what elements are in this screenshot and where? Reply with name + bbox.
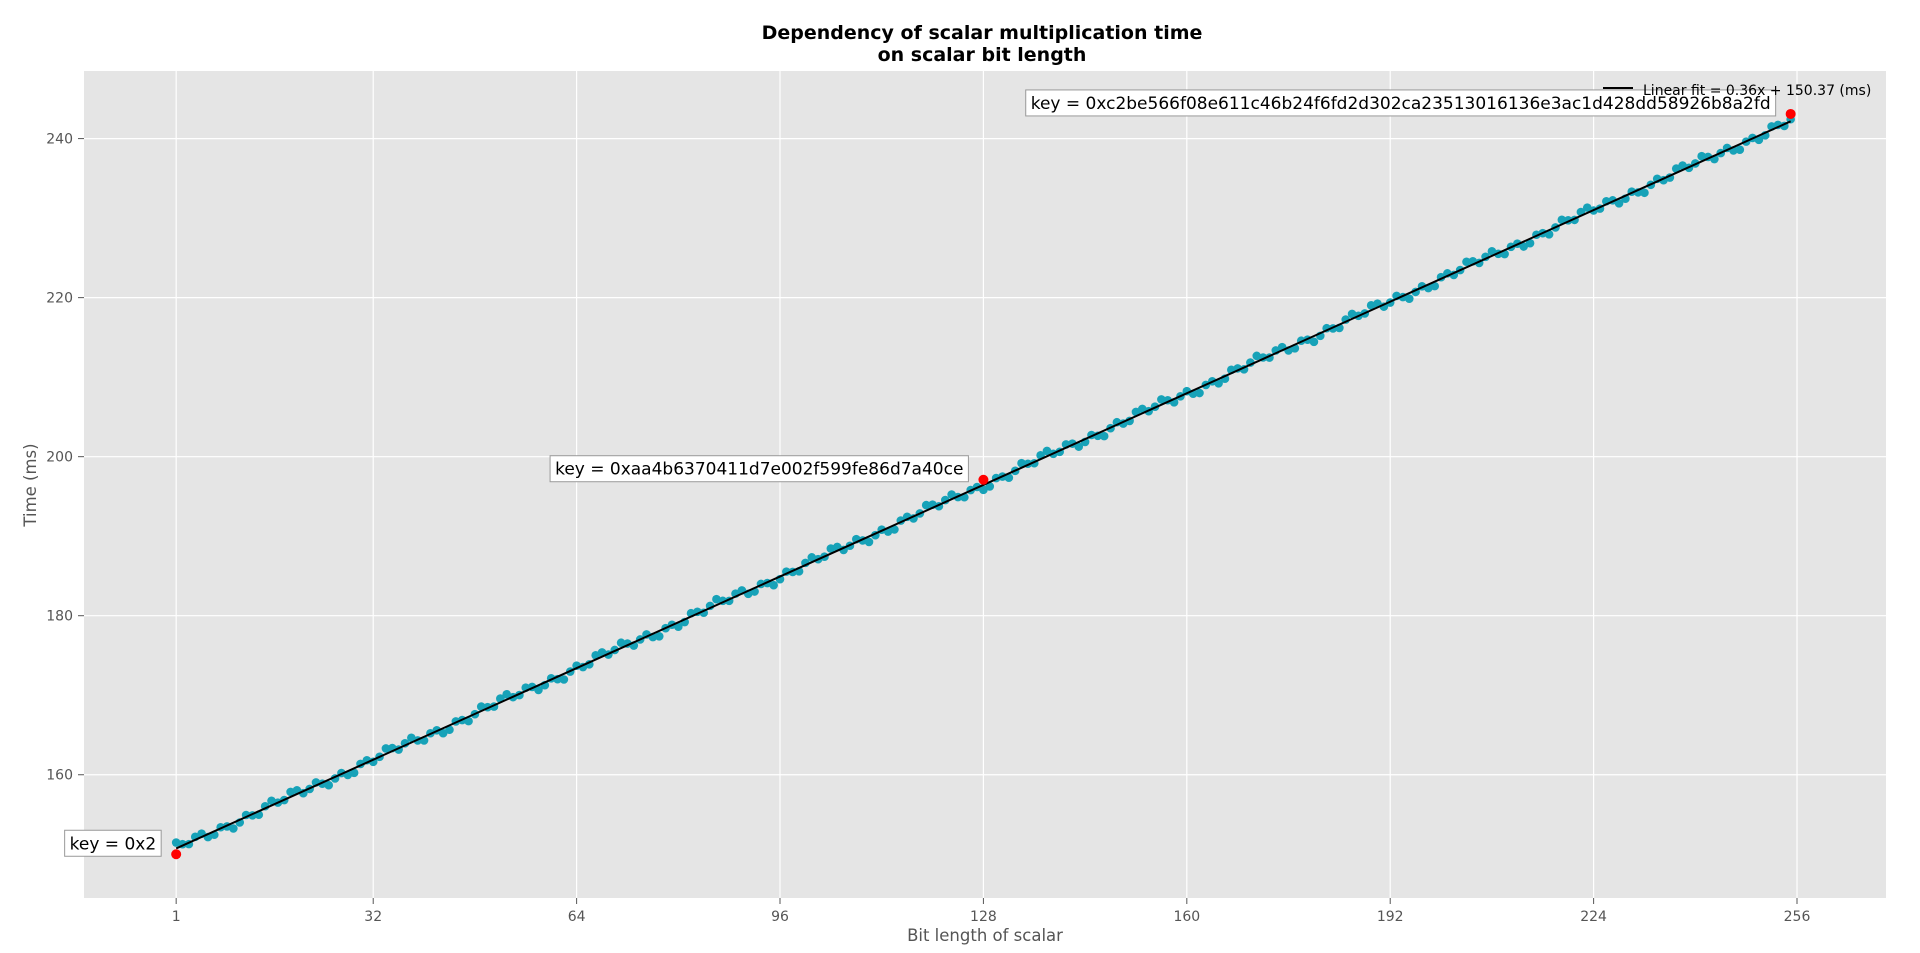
scatter-point xyxy=(1157,395,1166,404)
scatter-point xyxy=(349,768,359,778)
y-tick-label: 180 xyxy=(46,609,73,625)
scatter-point xyxy=(1697,151,1706,161)
fit-line xyxy=(175,120,1792,850)
scatter-point xyxy=(1557,215,1567,225)
x-tick-label: 160 xyxy=(1173,909,1200,925)
x-tick-label: 32 xyxy=(364,909,382,925)
scatter-point xyxy=(890,525,899,534)
annotation-frame xyxy=(1025,89,1777,117)
y-tick-label: 160 xyxy=(46,768,73,784)
x-tick-label: 1 xyxy=(172,909,181,925)
chart-title-line-2: on scalar bit length xyxy=(878,44,1087,66)
highlighted-points xyxy=(171,108,1796,860)
scatter-point xyxy=(1017,458,1026,468)
x-axis-label: Bit length of scalar xyxy=(907,926,1063,945)
chart-title-line-1: Dependency of scalar multiplication time xyxy=(762,22,1203,44)
annotation-label: key = 0xaa4b6370411d7e002f599fe86d7a40ce xyxy=(555,460,963,480)
scatter-point xyxy=(921,500,931,510)
scatter-point xyxy=(864,537,874,547)
scatter-point xyxy=(229,824,238,833)
annotation-label: key = 0xc2be566f08e611c46b24f6fd2d302ca2… xyxy=(1031,94,1771,114)
scatter-point xyxy=(1735,145,1745,155)
x-tick-label: 192 xyxy=(1377,909,1404,925)
x-tick-label: 224 xyxy=(1580,909,1607,925)
scatter-point xyxy=(1462,257,1471,267)
x-tick-label: 128 xyxy=(970,909,997,925)
annotation-box: key = 0xc2be566f08e611c46b24f6fd2d302ca2… xyxy=(1025,89,1777,117)
y-tick-label: 240 xyxy=(46,132,73,148)
x-axis-ticks: 1 32 64 96 128 160 192 224 256 xyxy=(172,898,1811,925)
annotation-box: key = 0x2 xyxy=(64,829,162,857)
highlighted-point xyxy=(171,849,182,860)
annotation-frame xyxy=(64,829,162,857)
scatter-point xyxy=(1640,188,1649,198)
scatter-point xyxy=(1614,199,1624,208)
scatter-point xyxy=(674,622,683,632)
scatter-point xyxy=(1214,378,1223,388)
scatter-point xyxy=(1430,281,1440,291)
x-tick-label: 64 xyxy=(568,909,586,925)
scatter-point xyxy=(445,725,454,735)
scatter-point xyxy=(534,685,543,695)
scatter-point xyxy=(381,744,391,753)
scatter-point xyxy=(769,580,778,590)
scatter-point xyxy=(1525,238,1535,248)
scatter-point xyxy=(559,675,569,684)
scatter-point xyxy=(1004,473,1014,482)
scatter-point xyxy=(464,716,473,726)
scatter-point xyxy=(979,485,988,495)
highlighted-point xyxy=(1785,108,1796,119)
y-axis-label: Time (ms) xyxy=(21,443,40,527)
scatter-point xyxy=(476,702,486,711)
scatter-point xyxy=(1519,242,1528,251)
scatter-point xyxy=(1404,294,1414,303)
scatter-point xyxy=(985,482,995,491)
scatter-point xyxy=(616,638,626,648)
scatter-point xyxy=(654,632,664,641)
annotation-box: key = 0xaa4b6370411d7e002f599fe86d7a40ce xyxy=(549,455,969,483)
annotation-label: key = 0x2 xyxy=(70,834,157,854)
scatter-point xyxy=(1074,442,1084,451)
y-tick-label: 220 xyxy=(46,291,73,307)
scatter-point xyxy=(324,780,334,790)
scatter-point xyxy=(1195,388,1204,398)
y-axis-ticks: 160 180 200 220 240 xyxy=(46,132,84,784)
legend: Linear fit = 0.36x + 150.37 (ms) xyxy=(1603,83,1871,99)
legend-fit-label: Linear fit = 0.36x + 150.37 (ms) xyxy=(1643,83,1871,99)
x-tick-label: 96 xyxy=(771,909,789,925)
fit-line-group xyxy=(175,120,1792,850)
y-tick-label: 200 xyxy=(46,450,73,466)
annotations: key = 0x2 key = 0xaa4b6370411d7e002f599fe… xyxy=(64,89,1777,857)
highlighted-point xyxy=(978,474,989,485)
scatter-point xyxy=(1309,337,1319,347)
annotation-frame xyxy=(549,455,969,483)
scatter-point xyxy=(438,728,448,738)
scatter-point xyxy=(1099,431,1109,441)
x-tick-label: 256 xyxy=(1784,909,1811,925)
